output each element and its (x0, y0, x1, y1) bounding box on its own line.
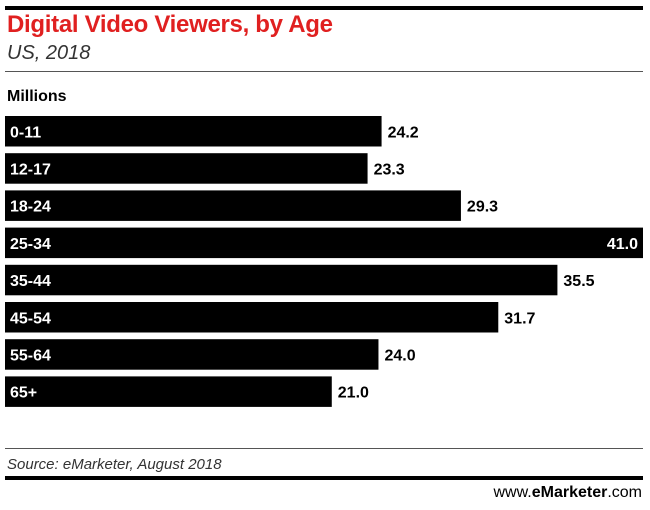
brand-name: eMarketer (531, 484, 608, 501)
value-label: 24.2 (388, 124, 419, 141)
bar (5, 302, 499, 333)
value-label: 31.7 (504, 310, 535, 327)
brand-prefix: www. (493, 484, 532, 501)
brand-suffix: .com (607, 484, 642, 501)
value-label: 29.3 (467, 199, 498, 216)
footer-rule (5, 448, 643, 449)
bar-group: 18-24 29.3 (5, 190, 498, 221)
bar (5, 376, 332, 407)
value-label: 24.0 (384, 347, 415, 364)
bar (5, 227, 643, 259)
bar-group: 55-64 24.0 (5, 339, 416, 370)
value-label: 41.0 (607, 236, 638, 253)
bar-group: 45-54 31.7 (5, 302, 536, 333)
header-rule (5, 71, 643, 72)
category-label: 25-34 (10, 236, 51, 253)
bar-group: 12-17 23.3 (5, 153, 405, 184)
bar-group: 65+ 21.0 (5, 376, 369, 407)
category-label: 55-64 (10, 347, 51, 364)
bottom-rule (5, 476, 643, 480)
bar-group: 25-34 41.0 (5, 227, 643, 259)
bar-group: 0-11 24.2 (5, 116, 419, 147)
source-note: Source: eMarketer, August 2018 (7, 456, 222, 473)
category-label: 45-54 (10, 310, 51, 327)
brand-url[interactable]: www.eMarketer.com (493, 484, 642, 502)
category-label: 35-44 (10, 273, 51, 290)
category-label: 65+ (10, 385, 37, 402)
value-label: 21.0 (338, 385, 369, 402)
chart-subtitle: US, 2018 (7, 42, 91, 64)
chart-title: Digital Video Viewers, by Age (7, 11, 333, 38)
category-label: 12-17 (10, 161, 51, 178)
bar (5, 339, 379, 370)
category-label: 0-11 (10, 124, 41, 141)
units-label: Millions (7, 88, 67, 105)
value-label: 35.5 (563, 273, 594, 290)
category-label: 18-24 (10, 199, 51, 216)
top-rule (5, 6, 643, 10)
bar-group: 35-44 35.5 (5, 264, 595, 296)
bar (5, 153, 368, 184)
bar (5, 116, 382, 147)
value-label: 23.3 (374, 161, 405, 178)
bar (5, 264, 558, 296)
bar (5, 190, 461, 221)
